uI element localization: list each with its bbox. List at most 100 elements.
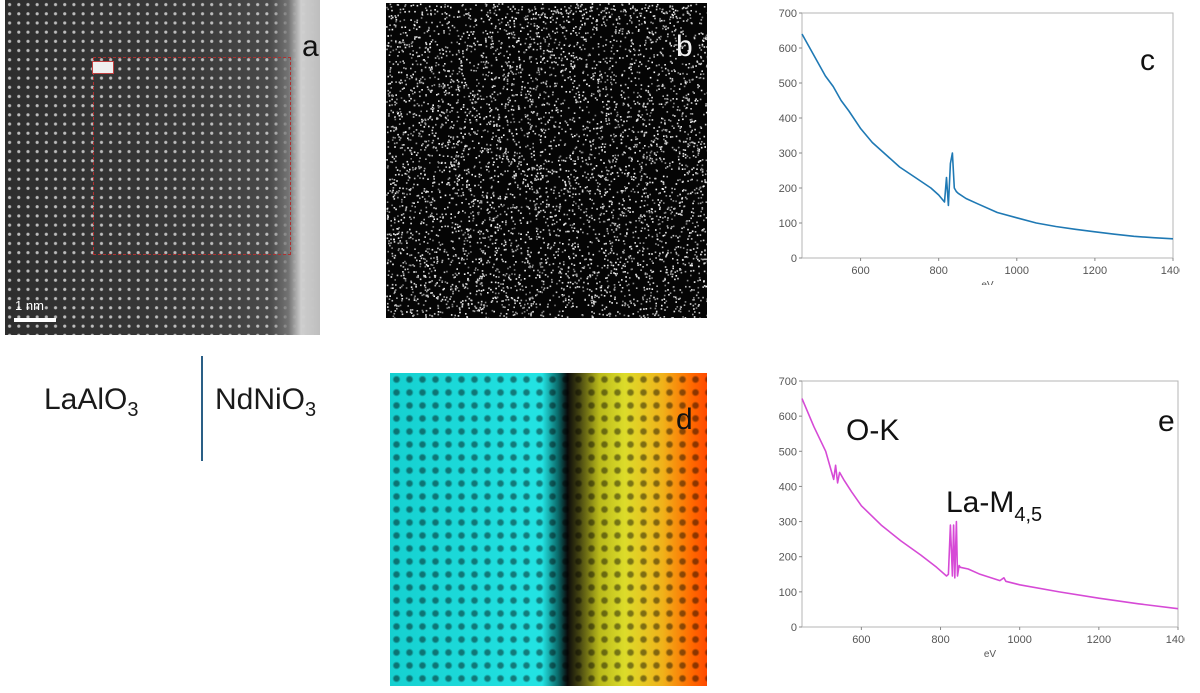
noise-speck bbox=[703, 228, 705, 230]
noise-speck bbox=[661, 83, 664, 86]
noise-speck bbox=[495, 158, 498, 160]
noise-speck bbox=[413, 314, 415, 317]
noise-speck bbox=[678, 152, 681, 155]
noise-speck bbox=[555, 214, 557, 217]
noise-speck bbox=[469, 147, 471, 150]
noise-speck bbox=[557, 11, 559, 13]
noise-speck bbox=[441, 311, 444, 314]
noise-speck bbox=[621, 287, 624, 289]
noise-speck bbox=[659, 51, 662, 53]
noise-speck bbox=[466, 228, 469, 230]
noise-speck bbox=[674, 28, 677, 31]
noise-speck bbox=[447, 119, 449, 121]
noise-speck bbox=[457, 10, 460, 13]
noise-speck bbox=[458, 163, 460, 165]
noise-speck bbox=[491, 309, 494, 312]
noise-speck bbox=[639, 217, 641, 220]
noise-speck bbox=[702, 296, 704, 299]
noise-speck bbox=[395, 94, 397, 96]
noise-speck bbox=[540, 141, 542, 144]
noise-speck bbox=[600, 126, 603, 128]
noise-speck bbox=[591, 217, 593, 220]
noise-speck bbox=[542, 280, 545, 283]
noise-speck bbox=[564, 180, 566, 183]
noise-speck bbox=[410, 222, 412, 225]
noise-speck bbox=[482, 129, 485, 132]
noise-speck bbox=[548, 153, 551, 155]
noise-speck bbox=[387, 75, 389, 78]
noise-speck bbox=[687, 93, 690, 96]
noise-speck bbox=[420, 17, 423, 19]
noise-speck bbox=[545, 112, 547, 114]
noise-speck bbox=[502, 274, 505, 276]
noise-speck bbox=[665, 74, 667, 76]
noise-speck bbox=[415, 60, 418, 62]
noise-speck bbox=[559, 24, 561, 26]
noise-speck bbox=[391, 252, 394, 255]
noise-speck bbox=[517, 9, 520, 11]
noise-speck bbox=[678, 298, 680, 300]
noise-speck bbox=[474, 102, 477, 104]
noise-speck bbox=[615, 40, 618, 42]
noise-speck bbox=[410, 42, 413, 45]
noise-speck bbox=[675, 183, 678, 185]
noise-speck bbox=[568, 181, 571, 184]
noise-speck bbox=[406, 76, 408, 79]
noise-speck bbox=[598, 189, 600, 192]
noise-speck bbox=[600, 130, 603, 132]
noise-speck bbox=[548, 35, 551, 37]
noise-speck bbox=[605, 192, 607, 194]
noise-speck bbox=[492, 53, 495, 55]
noise-speck bbox=[610, 134, 612, 137]
noise-speck bbox=[389, 190, 392, 192]
noise-speck bbox=[387, 89, 389, 92]
noise-speck bbox=[644, 227, 646, 230]
noise-speck bbox=[574, 246, 576, 248]
noise-speck bbox=[416, 298, 419, 300]
noise-speck bbox=[562, 51, 565, 53]
noise-speck bbox=[656, 38, 658, 41]
noise-speck bbox=[502, 155, 505, 157]
noise-speck bbox=[462, 56, 465, 58]
noise-speck bbox=[468, 220, 471, 222]
noise-speck bbox=[526, 250, 529, 252]
noise-speck bbox=[584, 24, 586, 26]
noise-speck bbox=[414, 10, 416, 13]
noise-speck bbox=[701, 171, 704, 174]
noise-speck bbox=[513, 306, 515, 309]
noise-speck bbox=[698, 131, 701, 134]
noise-speck bbox=[694, 231, 697, 233]
noise-speck bbox=[428, 27, 430, 29]
noise-speck bbox=[408, 78, 411, 80]
noise-speck bbox=[571, 210, 574, 212]
noise-speck bbox=[641, 222, 644, 224]
noise-speck bbox=[552, 192, 555, 194]
noise-speck bbox=[442, 288, 444, 291]
noise-speck bbox=[428, 154, 431, 157]
noise-speck bbox=[531, 98, 534, 101]
noise-speck bbox=[451, 305, 454, 308]
noise-speck bbox=[457, 49, 460, 52]
noise-speck bbox=[474, 20, 477, 22]
noise-speck bbox=[518, 107, 520, 109]
noise-speck bbox=[596, 7, 599, 10]
noise-speck bbox=[566, 274, 569, 277]
noise-speck bbox=[553, 139, 555, 142]
noise-speck bbox=[670, 317, 673, 318]
noise-speck bbox=[455, 159, 458, 162]
noise-speck bbox=[686, 103, 689, 106]
noise-speck bbox=[692, 66, 694, 69]
noise-speck bbox=[650, 294, 652, 297]
noise-speck bbox=[523, 306, 525, 309]
noise-speck bbox=[697, 291, 700, 294]
noise-speck bbox=[482, 31, 485, 34]
noise-speck bbox=[559, 169, 562, 171]
noise-speck bbox=[690, 4, 692, 7]
noise-speck bbox=[573, 227, 576, 229]
noise-speck bbox=[605, 39, 608, 41]
noise-speck bbox=[587, 246, 589, 248]
noise-speck bbox=[584, 171, 586, 174]
noise-speck bbox=[671, 5, 674, 8]
noise-speck bbox=[640, 63, 643, 66]
noise-speck bbox=[611, 13, 613, 16]
